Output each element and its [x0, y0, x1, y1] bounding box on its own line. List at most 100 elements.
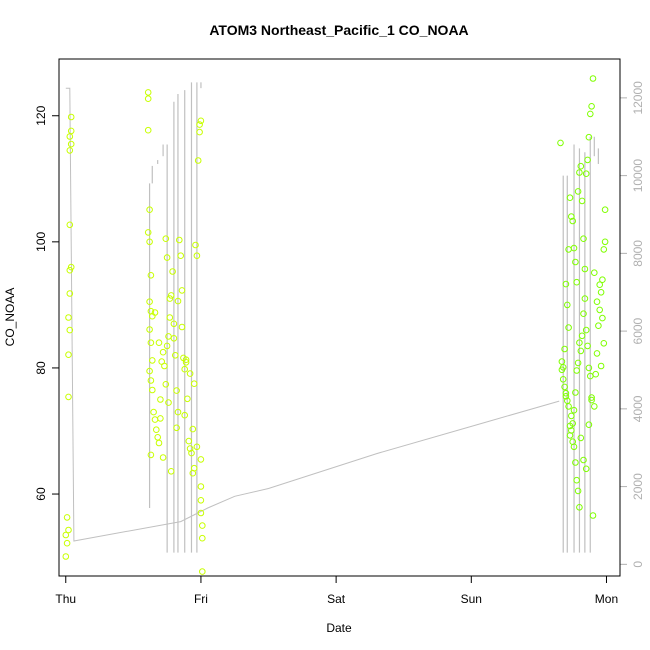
data-point — [600, 340, 608, 347]
data-point — [67, 263, 75, 271]
data-point — [63, 514, 71, 521]
data-point — [67, 127, 75, 135]
scatter-points-layer — [62, 75, 609, 575]
data-point — [174, 408, 182, 416]
data-point — [159, 348, 167, 356]
data-point — [573, 278, 581, 286]
data-point — [174, 297, 182, 305]
data-point — [576, 504, 583, 511]
data-point — [572, 459, 579, 466]
data-point — [66, 221, 74, 229]
data-point — [561, 383, 568, 391]
data-point — [573, 476, 581, 484]
data-point — [146, 206, 153, 213]
y-tick-label: 120 — [34, 105, 48, 125]
data-point — [572, 258, 579, 266]
x-tick-label: Fri — [194, 592, 208, 606]
data-point — [163, 254, 171, 261]
data-point — [577, 434, 585, 442]
data-point — [186, 445, 194, 452]
data-point — [569, 420, 577, 427]
data-point — [559, 364, 567, 371]
data-point — [170, 320, 178, 328]
data-point — [181, 365, 188, 373]
data-point — [147, 451, 155, 459]
data-point — [578, 332, 586, 340]
data-point — [170, 335, 178, 342]
data-point — [197, 456, 205, 463]
data-point — [147, 377, 155, 384]
data-point — [196, 128, 203, 136]
data-point — [67, 140, 75, 148]
data-point — [580, 456, 587, 464]
data-point — [149, 386, 156, 394]
data-point — [587, 110, 594, 118]
data-point — [144, 126, 152, 134]
data-point — [593, 298, 601, 306]
data-point — [177, 252, 184, 259]
data-point — [581, 295, 589, 302]
data-point — [591, 403, 598, 410]
data-point — [196, 121, 203, 128]
data-point — [146, 238, 153, 246]
data-point — [591, 269, 598, 277]
data-point — [186, 370, 194, 377]
data-point — [581, 265, 589, 273]
x-tick-label: Mon — [595, 592, 618, 606]
data-point — [589, 75, 597, 82]
data-point — [146, 298, 153, 306]
y-axis-label: CO_NOAA — [3, 288, 17, 347]
x-tick-label: Thu — [55, 592, 76, 606]
x-tick-label: Sun — [461, 592, 482, 606]
data-point — [151, 416, 159, 423]
data-point — [149, 357, 156, 364]
data-point — [67, 113, 75, 121]
data-point — [151, 309, 159, 316]
data-point — [574, 188, 582, 195]
y2-tick-label: 8000 — [631, 240, 645, 267]
data-point — [167, 468, 175, 475]
data-point — [188, 449, 195, 457]
data-point — [192, 241, 199, 249]
data-point — [66, 326, 74, 334]
secondary-series-line — [65, 87, 560, 542]
data-point — [144, 89, 152, 96]
data-point — [147, 272, 155, 279]
data-point — [597, 362, 605, 370]
data-point — [578, 197, 586, 205]
data-point — [193, 443, 201, 451]
data-point — [599, 314, 606, 322]
data-point — [144, 95, 152, 102]
data-point — [190, 380, 198, 388]
y2-tick-label: 10000 — [631, 159, 645, 193]
data-point — [580, 235, 587, 242]
data-point — [181, 411, 188, 419]
y2-tick-label: 2000 — [631, 473, 645, 500]
data-point — [582, 465, 590, 473]
data-point — [155, 439, 163, 447]
data-point — [557, 139, 564, 147]
data-point — [146, 326, 153, 333]
data-point — [199, 522, 206, 529]
data-point — [568, 213, 575, 220]
y2-tick-label: 0 — [631, 561, 645, 568]
data-point — [165, 399, 172, 406]
data-point — [146, 367, 153, 375]
data-point — [576, 339, 583, 347]
data-point — [65, 393, 72, 401]
axes-layer: 60 80 100 120 0 2000 4000 6000 8000 10000 12000 Thu… — [34, 81, 645, 606]
data-point — [592, 370, 600, 378]
data-point — [169, 268, 176, 275]
data-point — [176, 236, 183, 244]
data-point — [162, 235, 170, 242]
data-point — [157, 415, 164, 422]
data-point — [199, 534, 206, 542]
data-point — [161, 362, 168, 370]
data-point — [565, 403, 572, 410]
data-point — [562, 393, 570, 400]
chart-title: ATOM3 Northeast_Pacific_1 CO_NOAA — [209, 22, 468, 38]
y2-tick-label: 4000 — [631, 395, 645, 422]
data-point — [599, 276, 606, 284]
data-point — [559, 376, 567, 383]
